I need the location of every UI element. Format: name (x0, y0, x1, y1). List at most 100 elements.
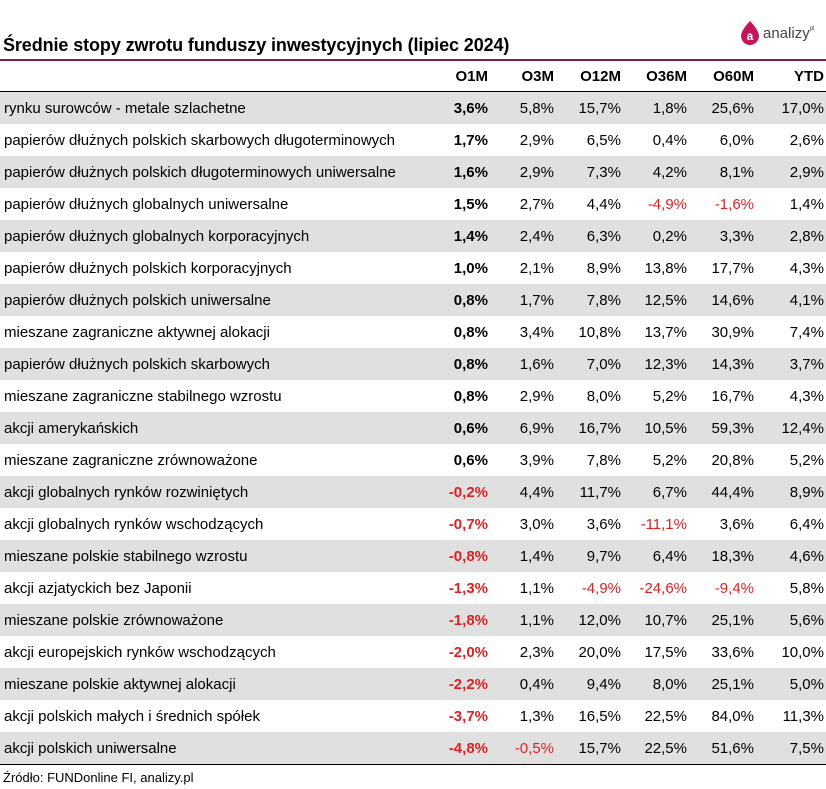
cell-ytd: 7,5% (754, 732, 826, 765)
cell-name: akcji amerykańskich (4, 419, 139, 437)
cell-o36m: 5,2% (652, 451, 687, 469)
cell-ytd: 4,1% (789, 291, 824, 309)
table-row: papierów dłużnych polskich skarbowych 0,8… (0, 348, 826, 380)
cell-o36m: 6,7% (652, 483, 687, 501)
cell-o12m: 11,7% (579, 483, 621, 501)
cell-o12m: 16,5% (578, 707, 621, 725)
cell-o60m: 25,1% (711, 611, 754, 629)
cell-o36m: 0,4% (652, 131, 687, 149)
cell-o1m: -0,2% (448, 483, 488, 501)
column-header-o12m: O12M (554, 61, 621, 92)
cell-o36m: 6,4% (652, 547, 687, 565)
cell-o36m: 0,2% (652, 227, 687, 245)
logo-drop-icon: a (741, 21, 759, 45)
column-header-o60m: O60M (687, 61, 754, 92)
table-row: rynku surowców - metale szlachetne 3,6% 5,… (0, 91, 826, 124)
source-note: Źródło: FUNDonline FI, analizy.pl (3, 770, 194, 785)
cell-name: papierów dłużnych globalnych uniwersalne (4, 195, 289, 213)
cell-o60m: 17,7% (711, 259, 754, 277)
cell-o3m: 2,3% (519, 643, 554, 661)
cell-name: akcji azjatyckich bez Japonii (4, 579, 192, 597)
table-row: akcji polskich uniwersalne -4,8% -0,5% 15,7… (0, 732, 826, 765)
cell-o12m: 6,3% (586, 227, 621, 245)
table-row: mieszane zagraniczne aktywnej alokacji 0,… (0, 316, 826, 348)
cell-o1m: -2,0% (448, 643, 488, 661)
cell-o3m: 6,9% (519, 419, 554, 437)
cell-o36m: 22,5% (621, 732, 687, 765)
cell-o3m: 1,6% (519, 355, 554, 373)
cell-o3m: 5,8% (519, 99, 554, 117)
cell-o1m: 1,6% (453, 163, 488, 181)
cell-ytd: 4,3% (789, 387, 824, 405)
cell-ytd: 2,8% (789, 227, 824, 245)
cell-o60m: 33,6% (711, 643, 754, 661)
column-header-o1m: O1M (410, 61, 488, 92)
returns-table: O1M O3M O12M O36M O60M YTD rynku surowców - m… (0, 61, 826, 765)
cell-o60m: 16,7% (711, 387, 754, 405)
cell-name: akcji globalnych rynków rozwiniętych (4, 483, 249, 501)
cell-o12m: 20,0% (578, 643, 621, 661)
cell-ytd: 12,4% (781, 419, 824, 437)
cell-o1m: -3,7% (448, 707, 488, 725)
table-row: akcji azjatyckich bez Japonii -1,3% 1,1% -4… (0, 572, 826, 604)
cell-o12m: 7,3% (586, 163, 621, 181)
cell-ytd: 6,4% (789, 515, 824, 533)
cell-name: akcji europejskich rynków wschodzących (4, 643, 276, 661)
cell-o3m: 2,1% (519, 259, 554, 277)
cell-o36m: 12,5% (644, 291, 687, 309)
cell-ytd: 5,0% (789, 675, 824, 693)
cell-name: mieszane zagraniczne stabilnego wzrostu (4, 387, 282, 405)
cell-o1m: 1,0% (453, 259, 488, 277)
cell-o3m: 3,0% (519, 515, 554, 533)
cell-o3m: 4,4% (519, 483, 554, 501)
cell-o12m: 12,0% (578, 611, 621, 629)
cell-o36m: 22,5% (644, 707, 687, 725)
cell-o60m: 84,0% (711, 707, 754, 725)
cell-o1m: 1,4% (453, 227, 488, 245)
column-header-o3m: O3M (488, 61, 554, 92)
cell-name: papierów dłużnych polskich długoterminow… (4, 163, 396, 181)
cell-o60m: 8,1% (719, 163, 754, 181)
cell-ytd: 4,3% (789, 259, 824, 277)
cell-o36m: 17,5% (644, 643, 687, 661)
cell-o60m: -9,4% (714, 579, 754, 597)
cell-name: akcji polskich małych i średnich spółek (4, 707, 260, 725)
cell-o12m: 9,4% (586, 675, 621, 693)
cell-ytd: 7,4% (789, 323, 824, 341)
cell-o12m: 6,5% (586, 131, 621, 149)
cell-ytd: 5,2% (789, 451, 824, 469)
cell-o60m: 6,0% (719, 131, 754, 149)
cell-name: papierów dłużnych polskich skarbowych (4, 355, 270, 373)
table-row: akcji polskich małych i średnich spółek -… (0, 700, 826, 732)
cell-o3m: 1,7% (519, 291, 554, 309)
column-header-name (0, 61, 410, 92)
cell-o60m: 51,6% (687, 732, 754, 765)
cell-o12m: 4,4% (586, 195, 621, 213)
cell-o36m: 10,7% (644, 611, 687, 629)
cell-o12m: 3,6% (586, 515, 621, 533)
cell-o36m: 1,8% (652, 99, 687, 117)
cell-o1m: 0,8% (453, 355, 488, 373)
cell-ytd: 2,9% (789, 163, 824, 181)
cell-name: papierów dłużnych polskich skarbowych dł… (4, 131, 396, 149)
cell-o60m: 14,3% (711, 355, 754, 373)
cell-o3m: 2,4% (519, 227, 554, 245)
cell-o1m: 0,6% (453, 451, 488, 469)
table-row: mieszane polskie zrównoważone -1,8% 1,1% 12… (0, 604, 826, 636)
cell-o3m: 2,7% (519, 195, 554, 213)
table-row: akcji globalnych rynków wschodzących -0,7… (0, 508, 826, 540)
cell-o1m: 0,8% (453, 323, 488, 341)
cell-o1m: 3,6% (453, 99, 488, 117)
cell-o36m: 12,3% (644, 355, 687, 373)
cell-o1m: 0,6% (453, 419, 488, 437)
table-row: mieszane zagraniczne stabilnego wzrostu 0… (0, 380, 826, 412)
cell-name: mieszane polskie aktywnej alokacji (4, 675, 236, 693)
cell-name: mieszane zagraniczne zrównoważone (4, 451, 258, 469)
cell-o3m: 1,4% (519, 547, 554, 565)
cell-o3m: 0,4% (519, 675, 554, 693)
cell-o1m: -2,2% (448, 675, 488, 693)
cell-o60m: 25,1% (711, 675, 754, 693)
table-row: papierów dłużnych polskich uniwersalne 0,… (0, 284, 826, 316)
cell-o36m: 5,2% (652, 387, 687, 405)
cell-o1m: -1,8% (448, 611, 488, 629)
